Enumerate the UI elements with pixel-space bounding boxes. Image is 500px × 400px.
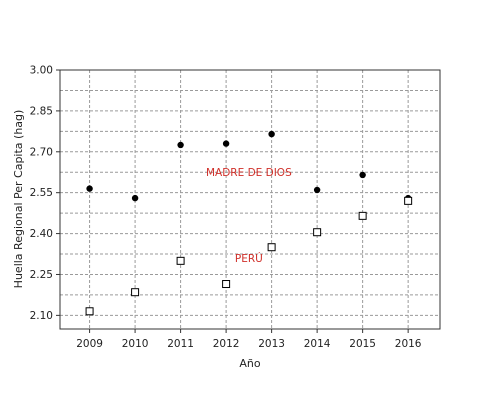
- x-tick-label: 2011: [167, 338, 194, 350]
- y-tick-label: 2.25: [30, 269, 53, 281]
- annotation-label: PERÚ: [235, 252, 263, 265]
- x-axis: 2009 2010 2011 2012 2013 2014 2015 2016: [76, 329, 422, 350]
- x-tick-label: 2012: [213, 338, 240, 350]
- data-point: [131, 288, 140, 297]
- series-peru: [85, 196, 413, 316]
- data-point: [313, 186, 321, 194]
- data-point: [131, 194, 139, 202]
- x-tick-label: 2010: [122, 338, 149, 350]
- x-tick-label: 2014: [304, 338, 331, 350]
- gridlines: [60, 70, 440, 329]
- data-point: [222, 140, 230, 147]
- y-tick-label: 2.85: [30, 105, 53, 117]
- data-point: [268, 130, 275, 138]
- annotation-label: MADRE DE DIOS: [206, 167, 292, 179]
- data-series: [85, 130, 413, 316]
- data-point: [176, 256, 185, 265]
- y-axis: 2.10 2.25 2.40 2.55 2.70 2.85 3.00: [30, 65, 60, 322]
- x-tick-label: 2009: [76, 338, 103, 350]
- data-point: [359, 171, 366, 179]
- data-point: [177, 141, 184, 149]
- y-tick-label: 2.40: [30, 228, 53, 240]
- x-tick-label: 2016: [395, 338, 422, 350]
- data-point: [222, 280, 231, 289]
- y-tick-label: 2.10: [30, 310, 53, 322]
- x-tick-label: 2013: [258, 338, 285, 350]
- x-tick-label: 2015: [349, 338, 376, 350]
- data-point: [358, 211, 367, 220]
- data-point: [404, 196, 413, 205]
- plot-area-frame: [59, 69, 441, 330]
- x-axis-title: Año: [239, 357, 260, 370]
- y-tick-label: 2.55: [30, 187, 53, 199]
- data-point: [267, 243, 276, 252]
- data-point: [85, 307, 94, 316]
- annotations: MADRE DE DIOS PERÚ: [206, 167, 292, 265]
- data-point: [86, 185, 93, 192]
- y-axis-title: Huella Regional Per Capita (hag): [12, 110, 25, 289]
- y-tick-label: 3.00: [30, 65, 53, 77]
- data-point: [313, 228, 322, 237]
- y-tick-label: 2.70: [30, 146, 53, 158]
